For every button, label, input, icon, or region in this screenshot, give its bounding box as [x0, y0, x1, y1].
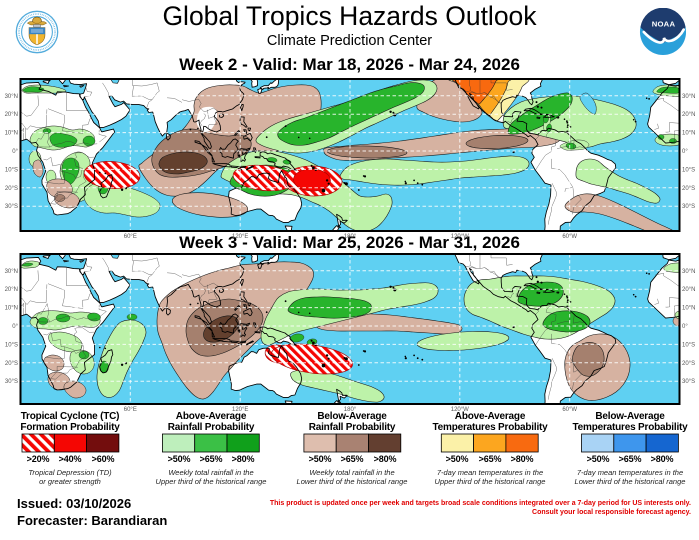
svg-text:NOAA: NOAA — [652, 20, 676, 29]
svg-text:0°: 0° — [682, 149, 688, 155]
svg-text:20°S: 20°S — [5, 186, 18, 192]
svg-text:10°N: 10°N — [5, 306, 18, 312]
svg-text:60°W: 60°W — [562, 407, 577, 413]
svg-text:20°N: 20°N — [5, 287, 18, 293]
svg-text:30°N: 30°N — [5, 94, 18, 100]
svg-text:180°: 180° — [344, 234, 357, 240]
svg-text:20°S: 20°S — [682, 186, 695, 192]
svg-text:60°E: 60°E — [124, 407, 137, 413]
svg-text:120°W: 120°W — [451, 407, 469, 413]
svg-text:10°N: 10°N — [682, 306, 695, 312]
svg-text:10°S: 10°S — [5, 342, 18, 348]
svg-text:120°W: 120°W — [451, 234, 469, 240]
svg-text:30°S: 30°S — [682, 204, 695, 210]
svg-text:60°W: 60°W — [562, 234, 577, 240]
svg-text:60°E: 60°E — [124, 234, 137, 240]
svg-text:0°: 0° — [682, 324, 688, 330]
svg-text:20°S: 20°S — [682, 361, 695, 367]
svg-text:30°S: 30°S — [5, 204, 18, 210]
svg-text:120°E: 120°E — [232, 234, 248, 240]
svg-text:20°S: 20°S — [5, 361, 18, 367]
svg-text:0°: 0° — [12, 149, 18, 155]
svg-text:30°N: 30°N — [5, 269, 18, 275]
svg-text:180°: 180° — [344, 407, 357, 413]
svg-text:30°S: 30°S — [5, 379, 18, 385]
svg-text:30°S: 30°S — [682, 379, 695, 385]
svg-text:30°N: 30°N — [682, 269, 695, 275]
svg-text:10°S: 10°S — [682, 167, 695, 173]
svg-text:10°N: 10°N — [682, 131, 695, 137]
svg-text:10°S: 10°S — [5, 167, 18, 173]
svg-text:20°N: 20°N — [5, 112, 18, 118]
svg-text:10°N: 10°N — [5, 131, 18, 137]
svg-text:20°N: 20°N — [682, 287, 695, 293]
svg-text:120°E: 120°E — [232, 407, 248, 413]
svg-text:20°N: 20°N — [682, 112, 695, 118]
svg-text:30°N: 30°N — [682, 94, 695, 100]
svg-text:10°S: 10°S — [682, 342, 695, 348]
svg-text:0°: 0° — [12, 324, 18, 330]
